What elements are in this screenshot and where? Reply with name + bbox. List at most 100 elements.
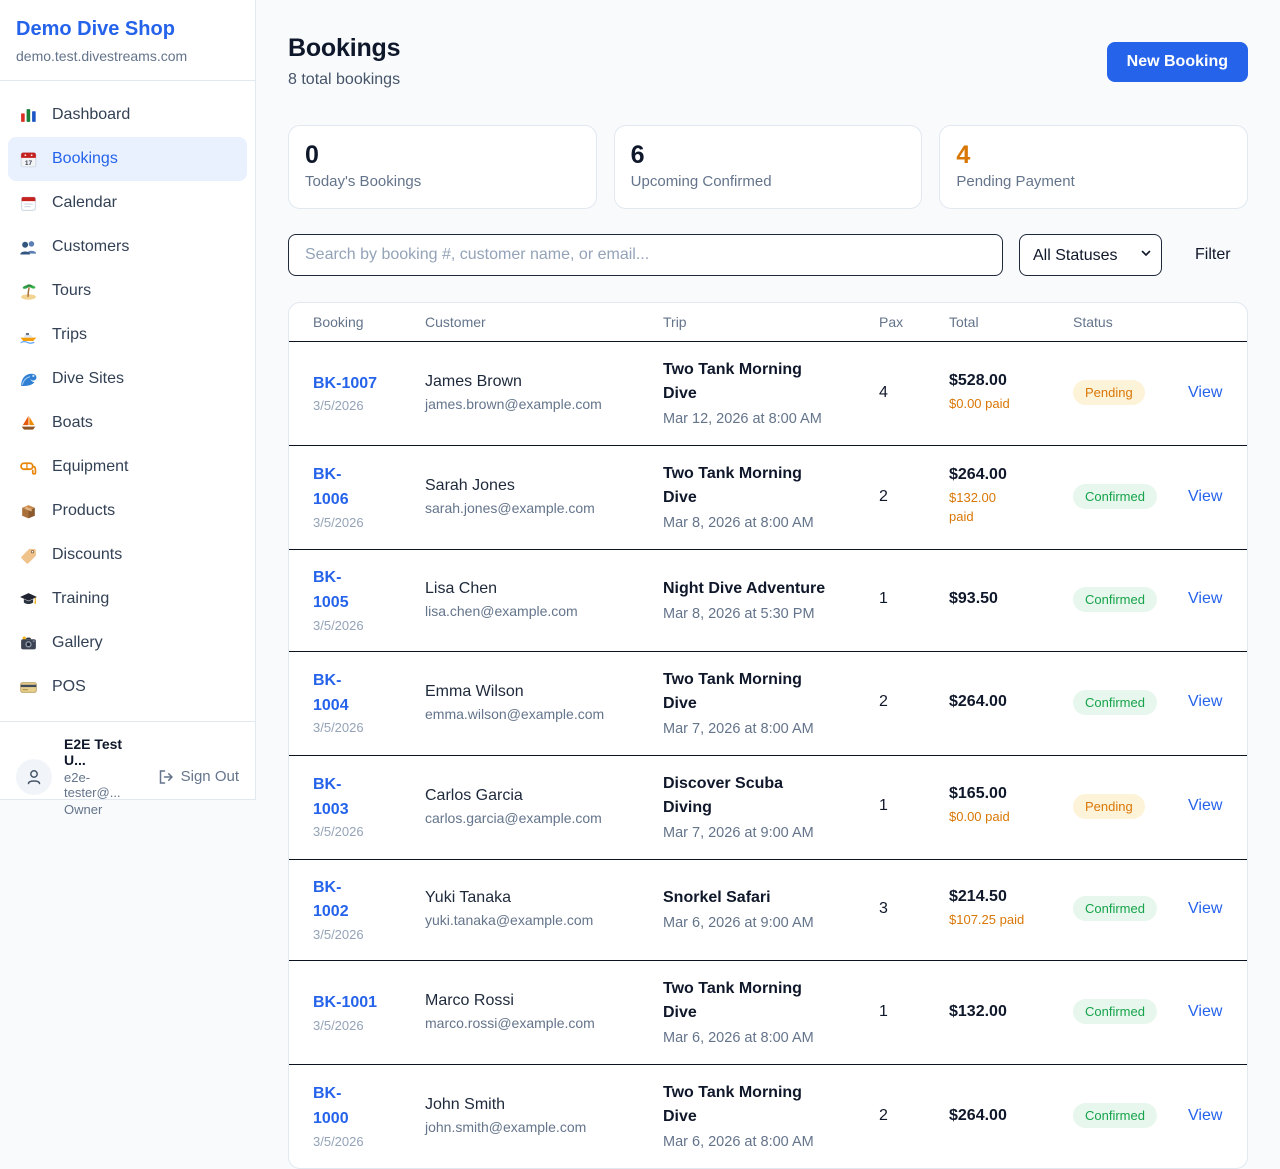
booking-id-link[interactable]: BK-1001	[313, 993, 378, 1011]
table-body: BK-1007 3/5/2026 James Brown james.brown@ex…	[289, 341, 1247, 1168]
stat-value: 4	[956, 141, 971, 169]
sidebar-item-tours[interactable]: Tours	[8, 269, 247, 313]
sidebar-footer: E2E Test U... e2e-tester@... Owner Sign …	[0, 721, 255, 835]
view-link[interactable]: View	[1188, 797, 1223, 815]
sidebar-item-boats[interactable]: Boats	[8, 401, 247, 445]
brand-title: Demo Dive Shop	[16, 18, 175, 40]
sidebar-item-trips[interactable]: Trips	[8, 313, 247, 357]
page-subtitle: 8 total bookings	[288, 71, 401, 88]
customer-name: James Brown	[425, 373, 522, 390]
booking-id-link[interactable]: BK- 1004	[313, 671, 349, 714]
column-header-total: Total	[949, 314, 979, 330]
tours-icon	[18, 281, 38, 301]
trip-datetime: Mar 6, 2026 at 8:00 AM	[663, 1134, 814, 1151]
status-cell: Confirmed	[1073, 1103, 1188, 1129]
booking-id-link[interactable]: BK- 1006	[313, 466, 349, 508]
sidebar-item-gallery[interactable]: Gallery	[8, 621, 247, 665]
customer-email: john.smith@example.com	[425, 1119, 587, 1136]
pax-cell: 3	[879, 900, 949, 918]
status-cell: Pending	[1073, 380, 1188, 405]
new-booking-button[interactable]: New Booking	[1106, 42, 1248, 82]
trip-cell: Night Dive Adventure Mar 8, 2026 at 5:30 …	[663, 577, 879, 622]
total-amount: $264.00	[949, 693, 1007, 711]
total-cell: $264.00 $132.00 paid	[949, 466, 1073, 527]
search-input[interactable]	[288, 234, 1003, 276]
total-cell: $132.00	[949, 1003, 1073, 1021]
view-cell: View	[1188, 797, 1223, 815]
stat-card-pending: 4 Pending Payment	[939, 125, 1249, 209]
view-link[interactable]: View	[1188, 590, 1223, 608]
sidebar-item-discounts[interactable]: Discounts	[8, 533, 247, 577]
trip-cell: Two Tank Morning Dive Mar 12, 2026 at 8:0…	[663, 358, 879, 427]
pax-cell: 2	[879, 488, 949, 506]
view-cell: View	[1188, 590, 1223, 608]
sign-out-button[interactable]: Sign Out	[157, 768, 239, 786]
status-badge: Confirmed	[1073, 484, 1157, 509]
trip-name: Two Tank Morning Dive	[663, 361, 802, 402]
status-badge: Confirmed	[1073, 689, 1157, 715]
person-icon	[27, 769, 41, 784]
bookings-table: Booking Customer Trip Pax Total Status BK-100…	[288, 302, 1248, 1169]
main-content: Bookings 8 total bookings New Booking 0 …	[256, 0, 1280, 1169]
status-badge: Pending	[1073, 380, 1145, 405]
sidebar-item-pos[interactable]: POS	[8, 665, 247, 709]
sidebar-item-label: Dashboard	[52, 106, 131, 123]
sidebar-item-label: Training	[52, 590, 110, 607]
products-icon	[18, 501, 38, 521]
customer-email: emma.wilson@example.com	[425, 705, 605, 722]
booking-id-link[interactable]: BK-1007	[313, 374, 378, 392]
booking-cell: BK- 1000 3/5/2026	[313, 1082, 425, 1149]
status-select[interactable]: All Statuses	[1019, 234, 1162, 276]
sidebar-item-dashboard[interactable]: Dashboard	[8, 93, 247, 137]
sidebar: Demo Dive Shop demo.test.divestreams.com…	[0, 0, 256, 817]
sidebar-item-training[interactable]: Training	[8, 577, 247, 621]
customer-email: carlos.garcia@example.com	[425, 809, 602, 826]
customer-cell: Emma Wilson emma.wilson@example.com	[425, 683, 663, 722]
view-cell: View	[1188, 900, 1223, 918]
total-cell: $93.50	[949, 590, 1073, 608]
filter-button[interactable]: Filter	[1195, 246, 1231, 263]
total-amount: $528.00	[949, 371, 1007, 389]
view-link[interactable]: View	[1188, 1106, 1223, 1124]
view-link[interactable]: View	[1188, 899, 1223, 917]
status-cell: Confirmed	[1073, 586, 1188, 612]
booking-id-link[interactable]: BK- 1000	[313, 1085, 349, 1128]
booking-id-link[interactable]: BK- 1005	[313, 569, 349, 611]
status-badge: Confirmed	[1073, 1103, 1157, 1129]
stat-value: 0	[305, 141, 319, 169]
pax-value: 2	[879, 1106, 888, 1124]
gallery-icon	[18, 633, 38, 653]
booking-cell: BK-1001 3/5/2026	[313, 991, 425, 1033]
svg-text:17: 17	[24, 159, 32, 166]
pax-cell: 1	[879, 1003, 949, 1021]
total-cell: $264.00	[949, 1107, 1073, 1125]
booking-cell: BK- 1005 3/5/2026	[313, 566, 425, 633]
view-link[interactable]: View	[1188, 1002, 1223, 1020]
view-link[interactable]: View	[1188, 383, 1223, 401]
booking-id-link[interactable]: BK- 1002	[313, 878, 349, 921]
trips-icon	[18, 325, 38, 345]
sidebar-item-bookings[interactable]: 17 Bookings	[8, 137, 247, 181]
status-badge: Pending	[1073, 793, 1145, 819]
sidebar-item-dive-sites[interactable]: Dive Sites	[8, 357, 247, 401]
sidebar-item-label: Tours	[52, 282, 92, 299]
booking-cell: BK- 1002 3/5/2026	[313, 876, 425, 943]
stat-label: Pending Payment	[956, 173, 1075, 190]
customer-cell: James Brown james.brown@example.com	[425, 373, 663, 412]
sidebar-item-products[interactable]: Products	[8, 489, 247, 533]
customer-cell: Yuki Tanaka yuki.tanaka@example.com	[425, 889, 663, 928]
sidebar-item-customers[interactable]: Customers	[8, 225, 247, 269]
booking-row: BK- 1005 3/5/2026 Lisa Chen lisa.chen@examp…	[289, 549, 1247, 651]
view-link[interactable]: View	[1188, 693, 1223, 711]
view-link[interactable]: View	[1188, 487, 1223, 505]
sidebar-item-label: Discounts	[52, 546, 123, 563]
total-cell: $264.00	[949, 693, 1073, 711]
customer-name: Yuki Tanaka	[425, 889, 511, 907]
booking-row: BK- 1006 3/5/2026 Sarah Jones sarah.jones@e…	[289, 445, 1247, 549]
booking-id-link[interactable]: BK- 1003	[313, 775, 349, 818]
sidebar-item-calendar[interactable]: Calendar	[8, 181, 247, 225]
sidebar-item-label: POS	[52, 678, 86, 695]
customer-cell: Lisa Chen lisa.chen@example.com	[425, 580, 663, 619]
pax-cell: 4	[879, 384, 949, 402]
sidebar-item-equipment[interactable]: Equipment	[8, 445, 247, 489]
